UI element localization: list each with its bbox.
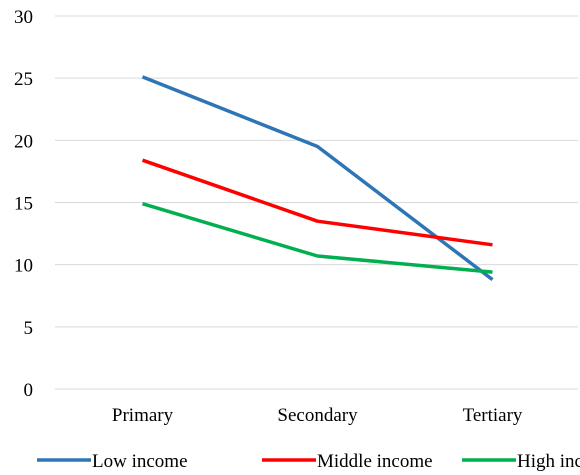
y-tick-label: 0 (24, 380, 34, 401)
x-tick-label: Secondary (277, 405, 358, 426)
legend-label-middle-income: Middle income (317, 451, 433, 472)
series-line-high-income (141, 202, 493, 274)
y-tick-label: 20 (14, 131, 33, 152)
x-tick-label: Tertiary (463, 405, 523, 426)
y-tick-label: 25 (14, 69, 33, 90)
legend-label-low-income: Low income (92, 451, 188, 472)
y-tick-label: 5 (24, 318, 34, 339)
y-axis: 0 5 10 15 20 25 30 (14, 7, 33, 401)
gridlines (55, 15, 578, 390)
y-tick-label: 15 (14, 194, 33, 215)
y-tick-label: 30 (14, 7, 33, 28)
legend-label-high-income: High income (517, 451, 580, 472)
series-line-middle-income (141, 158, 493, 247)
legend: Low income Middle income High income (37, 451, 580, 472)
x-tick-label: Primary (112, 405, 174, 426)
y-tick-label: 10 (14, 256, 33, 277)
x-axis: Primary Secondary Tertiary (112, 405, 523, 426)
series-group (141, 75, 494, 281)
